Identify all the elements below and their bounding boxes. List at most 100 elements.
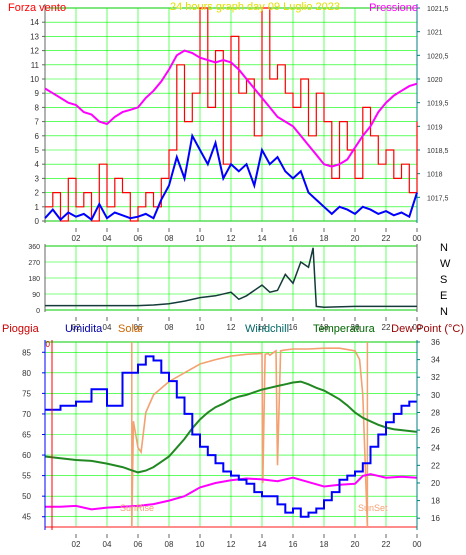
x-tick-label: 14 xyxy=(258,323,267,332)
right-tick-label: 1021,5 xyxy=(427,6,449,13)
temp-tick-label: 32 xyxy=(431,373,440,382)
compass-label: N xyxy=(440,242,448,254)
x-tick-label: 14 xyxy=(258,540,267,549)
left-tick-label: 12 xyxy=(30,47,39,56)
legend-windchill: Windchill xyxy=(245,323,289,335)
legend-umidita: Umidita xyxy=(65,323,103,335)
x-tick-label: 04 xyxy=(103,323,112,332)
dir-tick-label: 270 xyxy=(28,260,40,267)
humidity-line xyxy=(45,355,417,518)
x-tick-label: 06 xyxy=(134,540,143,549)
pressure-line xyxy=(44,49,418,168)
legend-pioggia: Pioggia xyxy=(2,323,40,335)
sunset-label: SunSet xyxy=(358,503,388,513)
right-tick-label: 1020,5 xyxy=(427,53,449,60)
right-tick-label: 1018 xyxy=(427,172,443,179)
x-tick-label: 06 xyxy=(134,323,143,332)
humidity-tick-label: 60 xyxy=(22,451,31,460)
x-tick-label: 02 xyxy=(72,234,81,243)
right-tick-label: 1017,5 xyxy=(427,195,449,202)
dir-tick-label: 360 xyxy=(28,244,40,251)
humidity-tick-label: 50 xyxy=(22,492,31,501)
x-tick-label: 00 xyxy=(413,323,422,332)
x-tick-label: 22 xyxy=(382,540,391,549)
left-tick-label: 6 xyxy=(35,132,40,141)
left-tick-label: 11 xyxy=(31,61,40,70)
right-tick-label: 1019,5 xyxy=(427,101,449,108)
x-tick-label: 22 xyxy=(382,234,391,243)
x-tick-label: 04 xyxy=(103,234,112,243)
dir-tick-label: 180 xyxy=(28,276,40,283)
temp-tick-label: 34 xyxy=(431,356,440,365)
x-tick-label: 14 xyxy=(258,234,267,243)
temp-tick-label: 28 xyxy=(431,408,440,417)
right-tick-label: 1018,5 xyxy=(427,148,449,155)
x-tick-label: 16 xyxy=(289,234,298,243)
x-tick-label: 08 xyxy=(165,234,174,243)
x-tick-label: 20 xyxy=(351,234,360,243)
temperature-line xyxy=(44,380,418,474)
x-tick-label: 18 xyxy=(320,540,329,549)
left-tick-label: 13 xyxy=(30,32,39,41)
temp-tick-label: 20 xyxy=(431,479,440,488)
x-tick-label: 04 xyxy=(103,540,112,549)
temp-tick-label: 36 xyxy=(431,338,440,347)
left-tick-label: 3 xyxy=(35,174,40,183)
left-tick-label: 5 xyxy=(35,146,40,155)
x-tick-label: 00 xyxy=(413,234,422,243)
solar-line xyxy=(131,347,369,528)
rain-value-label: 0 xyxy=(46,340,51,349)
left-tick-label: 14 xyxy=(30,18,39,27)
x-tick-label: 18 xyxy=(320,323,329,332)
temp-tick-label: 26 xyxy=(431,426,440,435)
x-tick-label: 20 xyxy=(351,540,360,549)
humidity-tick-label: 55 xyxy=(22,472,31,481)
x-tick-label: 16 xyxy=(289,323,298,332)
compass-label: N xyxy=(440,306,448,318)
humidity-temperature-panel: 85 80 75 70 65 60 55 50 45 36 34 32 30 28 26 24 22 20 18 1… xyxy=(2,323,464,549)
panel1-title: 24 hours graph day 09 Luglio 2023 xyxy=(170,1,340,13)
dir-tick-label: 90 xyxy=(32,292,40,299)
wind-force-line xyxy=(45,7,418,222)
legend-solar: Solar xyxy=(118,323,144,335)
left-tick-label: 8 xyxy=(35,103,40,112)
right-tick-label: 1019 xyxy=(427,124,443,131)
wind-avg-line xyxy=(44,132,418,222)
left-tick-label: 2 xyxy=(35,189,40,198)
humidity-tick-label: 45 xyxy=(22,513,31,522)
temp-tick-label: 30 xyxy=(431,391,440,400)
compass-label: W xyxy=(440,258,451,270)
wind-direction-line xyxy=(45,247,417,309)
x-tick-label: 10 xyxy=(196,323,205,332)
x-tick-label: 00 xyxy=(413,540,422,549)
humidity-tick-label: 80 xyxy=(22,369,31,378)
x-tick-label: 08 xyxy=(165,323,174,332)
compass-label: E xyxy=(440,290,447,302)
left-tick-label: 9 xyxy=(35,89,40,98)
legend-temperatura: Temperatura xyxy=(313,323,376,335)
left-tick-label: 0 xyxy=(35,217,40,226)
left-tick-label: 1 xyxy=(35,203,40,212)
humidity-tick-label: 85 xyxy=(22,348,31,357)
x-tick-label: 22 xyxy=(382,323,391,332)
compass-label: S xyxy=(440,274,447,286)
sunrise-label: SunRise xyxy=(120,503,154,513)
temp-tick-label: 22 xyxy=(431,461,440,470)
x-tick-label: 10 xyxy=(196,234,205,243)
x-tick-label: 20 xyxy=(351,323,360,332)
humidity-tick-label: 75 xyxy=(22,389,31,398)
x-tick-label: 02 xyxy=(72,540,81,549)
x-tick-label: 10 xyxy=(196,540,205,549)
temp-tick-label: 24 xyxy=(431,444,440,453)
x-tick-label: 02 xyxy=(72,323,81,332)
right-tick-label: 1020 xyxy=(427,77,443,84)
x-tick-label: 12 xyxy=(227,323,236,332)
left-tick-label: 4 xyxy=(35,160,40,169)
x-tick-label: 12 xyxy=(227,540,236,549)
temp-tick-label: 16 xyxy=(431,514,440,523)
left-tick-label: 10 xyxy=(30,75,39,84)
x-tick-label: 16 xyxy=(289,540,298,549)
x-tick-label: 12 xyxy=(227,234,236,243)
